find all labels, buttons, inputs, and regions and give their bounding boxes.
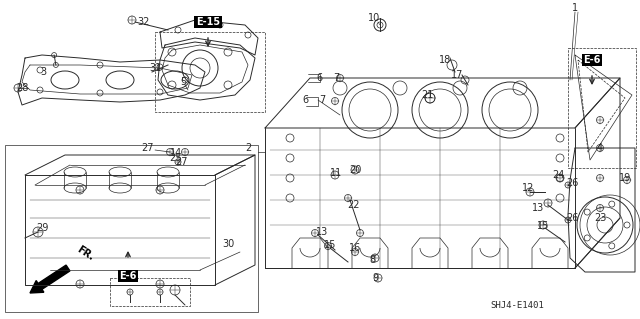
Bar [568,48,636,168]
Text: 28: 28 [16,83,28,93]
Text: 31: 31 [149,63,161,73]
Text: 3: 3 [40,67,46,77]
Text: 17: 17 [451,70,463,80]
Text: 26: 26 [566,178,578,188]
Text: 22: 22 [347,200,359,210]
Text: 2: 2 [245,143,251,153]
Text: 10: 10 [368,13,380,23]
Text: 27: 27 [175,157,188,167]
Text: 18: 18 [439,55,451,65]
Text: 25: 25 [170,153,182,163]
Text: E-15: E-15 [196,17,220,27]
Text: 16: 16 [349,243,361,253]
Text: 23: 23 [594,213,606,223]
Text: 26: 26 [566,213,578,223]
Text: 8: 8 [369,255,375,265]
Text: 9: 9 [372,273,378,283]
Text: 15: 15 [537,221,549,231]
Text: 32: 32 [137,17,149,27]
Bar [110,278,190,306]
Text: 14: 14 [170,148,182,158]
Text: 7: 7 [319,95,325,105]
Text: 11: 11 [330,168,342,178]
Text: 21: 21 [421,90,433,100]
Text: 13: 13 [532,203,544,213]
Text: SHJ4-E1401: SHJ4-E1401 [490,300,544,309]
Text: 1: 1 [572,3,578,13]
Text: 6: 6 [316,73,322,83]
Bar [5,145,258,312]
Text: 19: 19 [619,173,631,183]
Text: 13: 13 [316,227,328,237]
Text: 29: 29 [36,223,48,233]
Text: E-6: E-6 [583,55,601,65]
Text: 12: 12 [522,183,534,193]
Text: 30: 30 [222,239,234,249]
Text: FR.: FR. [75,244,95,262]
Text: 6: 6 [302,95,308,105]
Text: 5: 5 [180,77,186,87]
Text: 20: 20 [349,165,361,175]
Text: 15: 15 [324,240,336,250]
Text: E-6: E-6 [119,271,137,281]
Text: 24: 24 [552,170,564,180]
Text: 4: 4 [597,143,603,153]
Text: 7: 7 [333,73,339,83]
Text: 27: 27 [141,143,154,153]
Bar [155,32,265,112]
FancyArrow shape [30,265,70,293]
